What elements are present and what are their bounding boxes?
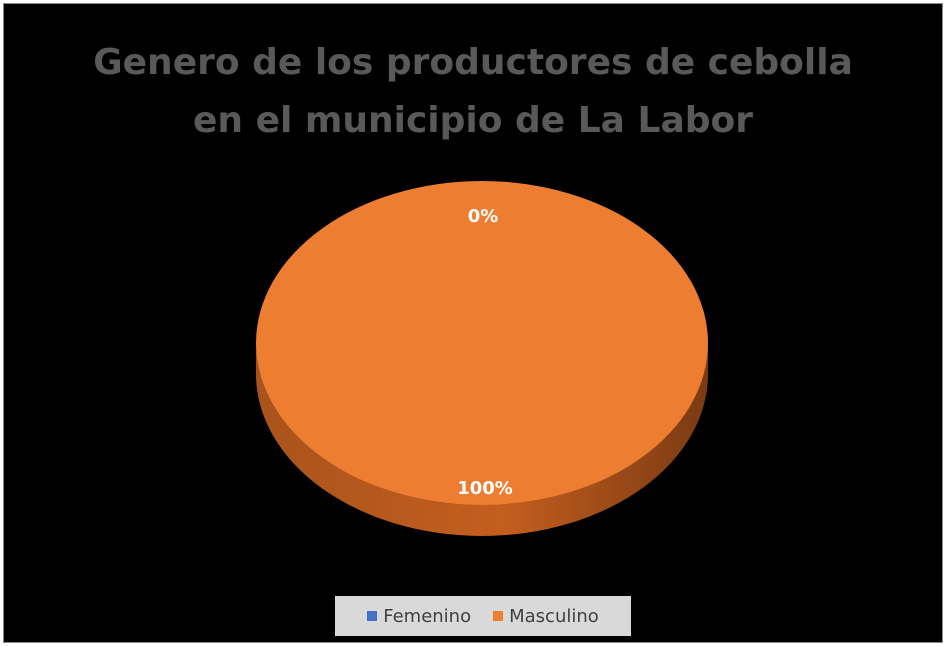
pie-side — [256, 343, 708, 536]
legend-label-femenino: Femenino — [383, 605, 472, 627]
legend: Femenino Masculino — [335, 596, 631, 636]
legend-item-masculino: Masculino — [493, 606, 599, 627]
legend-label-masculino: Masculino — [509, 605, 599, 627]
legend-swatch-femenino — [367, 611, 378, 621]
data-label-masculino: 100% — [457, 478, 513, 499]
pie-slice-masculino — [256, 181, 708, 505]
chart-frame: Genero de los productores de cebolla en … — [3, 3, 943, 643]
chart-title-line-1: Genero de los productores de cebolla — [93, 42, 853, 83]
chart-title-line-2: en el municipio de La Labor — [192, 100, 753, 141]
legend-item-femenino: Femenino — [367, 606, 471, 627]
chart-title: Genero de los productores de cebolla en … — [4, 34, 942, 150]
data-label-femenino: 0% — [468, 206, 499, 227]
legend-swatch-masculino — [493, 611, 504, 621]
pie-chart: 0% 100% — [256, 181, 708, 536]
